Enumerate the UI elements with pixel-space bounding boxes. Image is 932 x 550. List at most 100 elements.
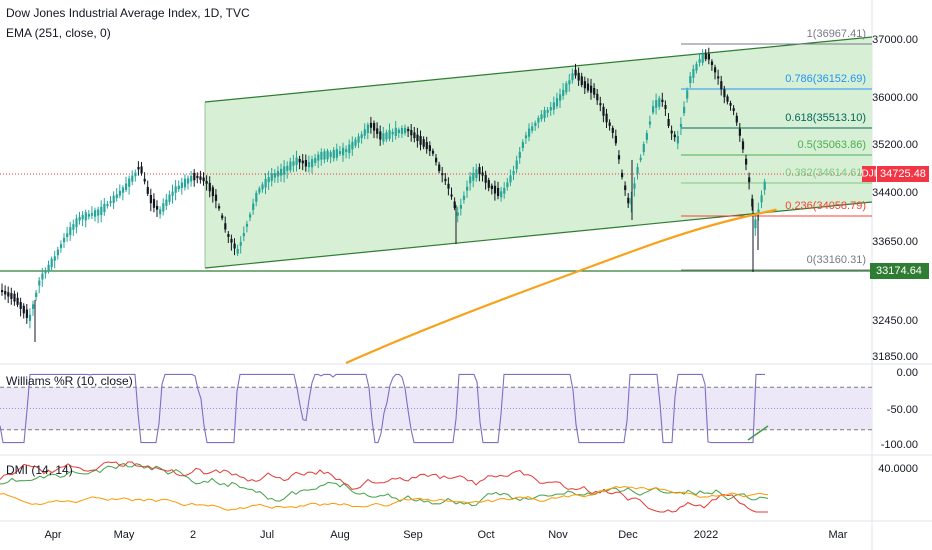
candle-body <box>53 256 56 261</box>
candle-body <box>348 144 351 154</box>
candle-body <box>410 130 413 136</box>
candle-body <box>462 195 466 200</box>
candle-body <box>267 177 270 183</box>
candle-body <box>614 135 617 144</box>
last-price-tag: 34725.48 <box>880 168 926 180</box>
candle-body <box>187 178 190 184</box>
candle-body <box>168 194 171 202</box>
candle-body <box>534 122 537 126</box>
candle-body <box>233 243 236 249</box>
ema-legend[interactable]: EMA (251, close, 0) <box>6 26 111 40</box>
candle-body <box>441 173 444 176</box>
candle-body <box>729 103 732 106</box>
candle-body <box>735 115 738 123</box>
candle-body <box>602 106 605 116</box>
candle-body <box>425 142 428 150</box>
candle-body <box>645 133 648 140</box>
candle-body <box>596 93 599 101</box>
candle-body <box>174 186 177 193</box>
candle-body <box>32 304 35 309</box>
candle-body <box>38 280 41 286</box>
candle-body <box>627 197 630 204</box>
candle-body <box>540 114 543 120</box>
candle-body <box>639 157 642 161</box>
candle-body <box>264 179 267 188</box>
candle-body <box>450 194 453 197</box>
candle-body <box>221 215 224 219</box>
williams-line <box>0 373 765 444</box>
candle-body <box>466 186 469 191</box>
parallel-channel-fill <box>205 37 872 268</box>
candle-body <box>590 85 593 93</box>
candle-body <box>128 178 131 187</box>
candle-body <box>345 149 348 153</box>
williams-pane: 0.00 -50.00 -100.00 <box>0 367 918 451</box>
candle-body <box>137 167 140 170</box>
candle-body <box>599 103 602 106</box>
channel-upper-line <box>204 36 873 103</box>
candle-body <box>394 127 397 136</box>
candle-body <box>258 188 261 193</box>
candle-body <box>506 182 509 188</box>
williams-tick-label: -50.00 <box>887 404 918 416</box>
candle-body <box>118 190 121 196</box>
time-tick-label: Dec <box>618 529 638 541</box>
time-axis[interactable]: Apr May 2 Jul Aug Sep Oct Nov Dec 2022 Mar <box>44 529 847 541</box>
candle-body <box>373 122 376 131</box>
candles-layer <box>1 47 766 342</box>
candle-body <box>22 305 25 314</box>
candle-body <box>320 151 323 160</box>
candle-body <box>69 227 72 236</box>
candle-body <box>683 106 686 114</box>
candle-body <box>218 206 221 209</box>
candle-body <box>211 187 214 197</box>
candle-body <box>621 172 624 178</box>
fib-level-label: 0(33160.31) <box>807 254 866 266</box>
candle-body <box>707 53 710 60</box>
candle-body <box>428 145 431 152</box>
candle-body <box>512 170 515 175</box>
candle-body <box>84 212 87 221</box>
williams-tick-label: -100.00 <box>881 439 918 451</box>
candle-body <box>280 168 283 176</box>
candle-body <box>741 141 745 150</box>
ema-layer <box>345 208 777 365</box>
candle-body <box>10 293 13 299</box>
fib-level-label: 1(36967.41) <box>807 28 866 40</box>
candle-body <box>667 119 670 126</box>
candle-body <box>121 187 125 193</box>
candle-body <box>56 249 59 256</box>
candle-body <box>435 157 438 163</box>
price-tick-label: 31850.00 <box>872 351 918 363</box>
candle-body <box>171 191 174 196</box>
candle-body <box>193 172 196 181</box>
price-axis[interactable]: 37000.00 36000.00 35200.00 34400.00 33650.00… <box>862 34 930 363</box>
candle-body <box>202 177 205 182</box>
candle-body <box>481 172 484 176</box>
dmi-legend[interactable]: DMI (14, 14) <box>6 463 73 477</box>
candle-body <box>524 135 528 139</box>
candle-body <box>763 181 766 190</box>
candle-body <box>497 187 500 197</box>
candle-body <box>608 122 611 126</box>
time-tick-label: Aug <box>330 529 350 541</box>
time-tick-label: 2022 <box>694 529 718 541</box>
candle-body <box>413 132 416 139</box>
candle-body <box>630 198 633 205</box>
candle-body <box>97 209 100 216</box>
candle-body <box>78 216 81 221</box>
candle-body <box>692 68 695 78</box>
candle-body <box>205 181 208 184</box>
candle-body <box>66 233 69 238</box>
candle-body <box>1 290 4 293</box>
candle-body <box>307 161 311 168</box>
williams-legend[interactable]: Williams %R (10, close) <box>6 374 133 388</box>
support-tag-bg <box>870 263 929 279</box>
candle-body <box>543 110 546 119</box>
candle-body <box>25 309 28 318</box>
candle-body <box>183 178 187 188</box>
candle-body <box>106 204 109 207</box>
candle-body <box>369 122 373 128</box>
